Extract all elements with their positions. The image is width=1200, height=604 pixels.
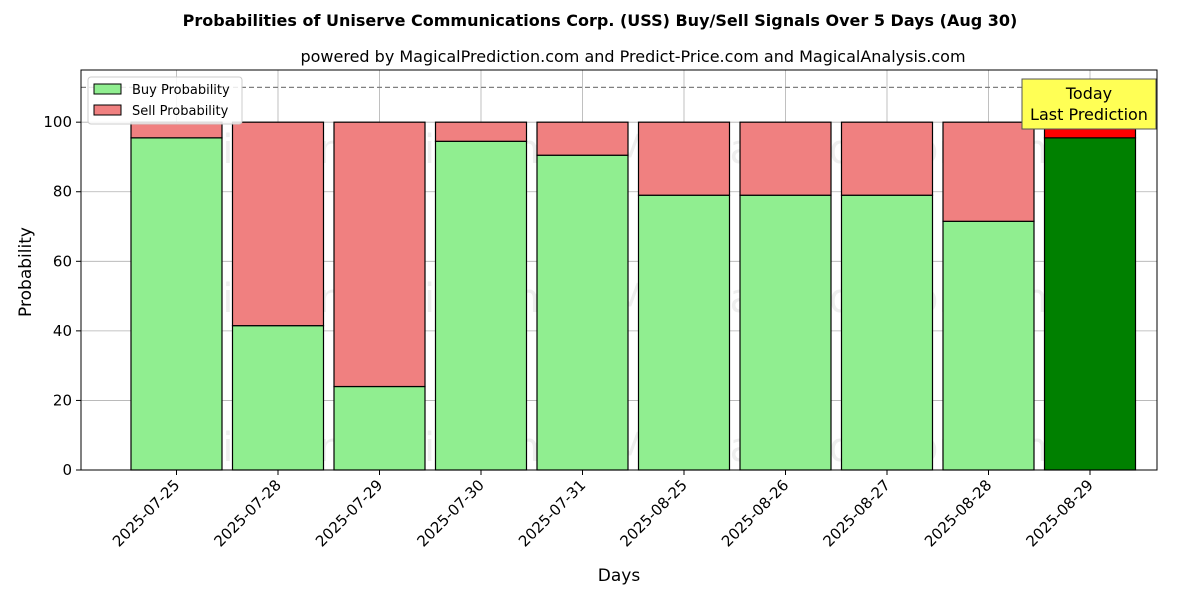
- legend-swatch: [93, 104, 122, 116]
- x-tick-label: 2025-07-31: [515, 476, 589, 550]
- annotation-box: [1021, 78, 1157, 130]
- buy-bar: [637, 194, 731, 471]
- x-tick-label: 2025-08-28: [921, 476, 995, 550]
- buy-bar: [434, 140, 528, 471]
- bar-layer: [130, 121, 1137, 471]
- sell-bar: [739, 121, 832, 196]
- legend-label: Buy Probability: [132, 83, 230, 98]
- buy-bar: [840, 194, 934, 471]
- sell-bar: [536, 121, 629, 156]
- sell-bar: [130, 121, 223, 139]
- x-tick-label: 2025-08-27: [819, 476, 893, 550]
- legend-label: Sell Probability: [132, 104, 229, 119]
- x-tick-label: 2025-07-30: [413, 476, 487, 550]
- buy-bar: [333, 385, 426, 471]
- buy-bar: [942, 220, 1035, 471]
- buy-bar: [739, 194, 832, 471]
- x-tick-label: 2025-07-25: [109, 476, 183, 550]
- today-annotation: Today Last Prediction: [1021, 78, 1157, 130]
- x-tick-label: 2025-08-26: [718, 476, 792, 550]
- sell-bar: [637, 121, 731, 196]
- legend-box: [87, 76, 243, 125]
- buy-bar: [1043, 137, 1137, 471]
- y-tick-label: 80: [53, 183, 72, 201]
- x-axis-label: Days: [598, 566, 641, 586]
- plot-frame: [80, 69, 1158, 471]
- annotation-text: Today: [1065, 84, 1112, 103]
- x-tick-label: 2025-07-29: [312, 476, 386, 550]
- annotation-text: Last Prediction: [1030, 105, 1148, 124]
- sell-bar: [942, 121, 1035, 222]
- y-tick-label: 60: [53, 252, 72, 270]
- sell-bar: [333, 121, 426, 388]
- y-tick-label: 40: [53, 322, 72, 340]
- buy-bar: [231, 325, 325, 471]
- y-tick-label: 0: [62, 461, 72, 479]
- chart-title: Probabilities of Uniserve Communications…: [183, 11, 1018, 30]
- x-tick-label: 2025-08-29: [1022, 476, 1096, 550]
- sell-bar: [840, 121, 934, 196]
- sell-bar: [231, 121, 325, 327]
- legend: Buy Probability Sell Probability: [87, 76, 243, 125]
- sell-bar: [434, 121, 528, 142]
- buy-bar: [536, 154, 629, 471]
- y-axis-label: Probability: [16, 227, 36, 317]
- x-tick-label: 2025-08-25: [616, 476, 690, 550]
- legend-swatch: [93, 83, 122, 95]
- x-tick-label: 2025-07-28: [210, 476, 284, 550]
- chart-subtitle: powered by MagicalPrediction.com and Pre…: [300, 47, 965, 66]
- y-tick-label: 100: [43, 113, 72, 131]
- buy-bar: [130, 137, 223, 471]
- y-tick-label: 20: [53, 391, 72, 409]
